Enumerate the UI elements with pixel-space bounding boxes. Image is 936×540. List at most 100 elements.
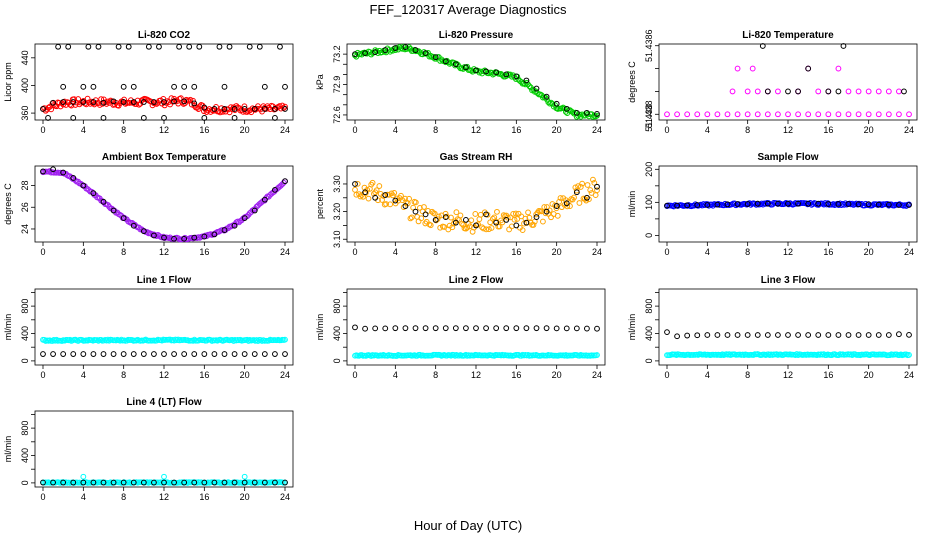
data-point xyxy=(473,222,479,229)
data-point xyxy=(40,479,46,486)
data-point xyxy=(80,479,87,486)
data-point xyxy=(457,212,464,219)
data-point xyxy=(376,183,383,189)
panel-title: Sample Flow xyxy=(757,152,818,163)
data-point xyxy=(408,214,415,221)
y-tick-label: 0 xyxy=(20,358,30,363)
x-tick-label: 20 xyxy=(240,370,250,380)
data-point xyxy=(181,351,188,357)
data-point xyxy=(130,222,137,229)
data-point xyxy=(391,189,398,196)
data-point xyxy=(569,109,576,116)
x-tick-label: 12 xyxy=(159,125,169,135)
data-point xyxy=(441,224,448,230)
data-point xyxy=(352,51,358,58)
data-point xyxy=(485,226,492,233)
data-point xyxy=(896,111,902,118)
panel-title: Line 3 Flow xyxy=(761,275,816,286)
data-point xyxy=(594,183,600,190)
series-1 xyxy=(664,351,912,359)
data-point xyxy=(140,479,147,486)
data-point xyxy=(744,111,751,118)
data-point xyxy=(437,224,444,231)
data-point xyxy=(171,351,177,357)
data-point xyxy=(510,210,517,217)
data-point xyxy=(583,197,590,204)
data-point xyxy=(272,186,278,193)
x-tick-label: 16 xyxy=(823,125,833,135)
data-point xyxy=(125,43,132,50)
x-axis-label: Hour of Day (UTC) xyxy=(413,518,523,533)
data-point xyxy=(161,351,167,357)
data-point xyxy=(573,110,580,116)
series-2 xyxy=(80,473,248,480)
data-point xyxy=(241,351,248,357)
data-point xyxy=(493,219,500,226)
data-point xyxy=(530,222,537,228)
data-point xyxy=(901,88,907,95)
panel-7: Line 1 Flow ml/min 0 4 8 12 16 20 24 0 400 800 xyxy=(3,275,294,380)
data-point xyxy=(845,111,852,118)
data-point xyxy=(95,43,102,50)
data-point xyxy=(714,111,721,118)
data-point xyxy=(136,101,142,108)
x-tick-label: 24 xyxy=(904,370,914,380)
data-point xyxy=(573,189,580,196)
data-point xyxy=(591,179,598,186)
data-point xyxy=(503,216,510,223)
data-point xyxy=(724,332,731,338)
data-point xyxy=(221,83,228,90)
data-point xyxy=(754,200,761,207)
x-tick-label: 12 xyxy=(783,125,793,135)
series-2 xyxy=(40,166,288,242)
data-point xyxy=(100,351,107,357)
data-point xyxy=(525,209,531,216)
data-point xyxy=(191,234,198,241)
data-point xyxy=(280,179,287,186)
data-point xyxy=(265,337,272,344)
panel-3: Li-820 Temperature degrees C 0 4 8 12 16 20 24 51… xyxy=(627,29,918,135)
data-point xyxy=(543,93,550,100)
data-point xyxy=(159,337,165,344)
data-point xyxy=(100,115,107,121)
x-tick-label: 4 xyxy=(81,125,86,135)
series-2 xyxy=(664,200,912,209)
x-tick-label: 16 xyxy=(823,247,833,257)
data-point xyxy=(383,201,389,207)
data-point xyxy=(95,337,102,344)
data-point xyxy=(245,338,252,344)
data-point xyxy=(577,184,584,190)
data-point xyxy=(452,61,459,68)
y-axis-label: kPa xyxy=(315,74,325,90)
data-point xyxy=(548,214,554,221)
data-point xyxy=(452,219,459,226)
x-tick-label: 0 xyxy=(352,247,357,257)
data-point xyxy=(280,105,287,111)
data-point xyxy=(563,200,570,207)
series-3 xyxy=(759,43,907,95)
data-point xyxy=(117,337,123,344)
data-point xyxy=(282,103,288,110)
data-point xyxy=(110,351,117,357)
data-point xyxy=(201,233,208,240)
data-point xyxy=(151,232,157,239)
data-point xyxy=(40,106,46,112)
x-tick-label: 20 xyxy=(864,247,874,257)
data-point xyxy=(488,225,495,231)
x-tick-label: 0 xyxy=(664,247,669,257)
data-point xyxy=(161,473,167,480)
data-point xyxy=(357,193,364,200)
data-point xyxy=(231,351,238,357)
x-tick-label: 8 xyxy=(745,247,750,257)
data-point xyxy=(885,88,892,95)
data-point xyxy=(452,352,458,359)
data-point xyxy=(251,207,258,214)
data-point xyxy=(849,200,856,207)
data-point xyxy=(241,103,248,110)
data-point xyxy=(161,234,167,241)
data-point xyxy=(744,201,751,207)
data-point xyxy=(759,43,766,49)
panel-title: Line 4 (LT) Flow xyxy=(126,397,202,408)
data-point xyxy=(421,204,427,210)
x-tick-label: 16 xyxy=(199,247,209,257)
